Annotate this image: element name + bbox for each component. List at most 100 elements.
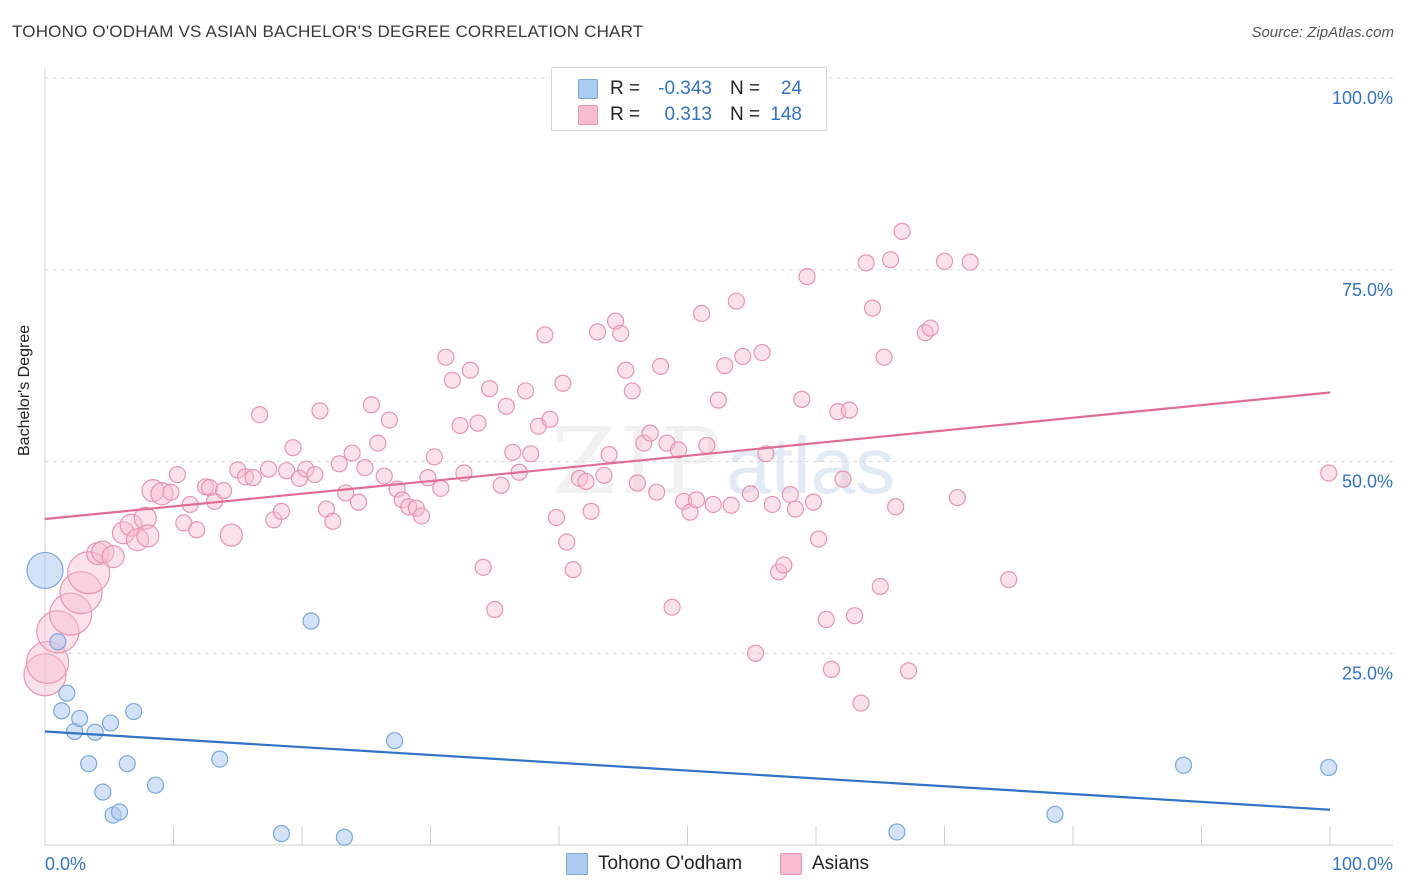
asians-point — [817, 610, 835, 629]
y-axis-label: Bachelor's Degree — [16, 324, 33, 456]
tohono-point — [71, 709, 89, 728]
asians-point — [793, 390, 811, 408]
asians-point — [425, 448, 443, 466]
asians-point — [617, 361, 635, 379]
asians-point — [136, 524, 160, 548]
y-tick-label: 25.0% — [1342, 663, 1393, 683]
tohono-point — [146, 776, 165, 794]
tohono-point — [125, 702, 143, 721]
tohono-point — [58, 684, 76, 702]
x-tick-label: 100.0% — [1332, 854, 1393, 874]
asians-point — [786, 500, 805, 518]
asians-point — [419, 469, 437, 487]
asians-point — [474, 558, 492, 576]
asians-point — [753, 343, 771, 362]
asians-point — [141, 479, 165, 503]
asians-point — [1000, 571, 1018, 589]
asians-point — [101, 545, 125, 569]
asians-point — [871, 577, 889, 596]
asians-point — [840, 401, 859, 419]
tohono-trend-line — [44, 730, 1331, 811]
legend-r-value: 0.313 — [664, 104, 712, 125]
asians-trend-line — [44, 391, 1331, 521]
legend-r-value: -0.343 — [658, 78, 712, 99]
asians-point — [948, 488, 966, 507]
y-tick-label: 100.0% — [1332, 88, 1393, 108]
asians-point — [595, 466, 613, 484]
trend-lines — [44, 391, 1331, 811]
asians-point — [747, 644, 765, 662]
asians-point — [757, 445, 775, 463]
tohono-point — [26, 551, 64, 590]
legend-r-label: R = — [610, 104, 641, 125]
asians-point — [554, 374, 572, 392]
asians-point — [306, 465, 324, 484]
tohono-point — [888, 823, 906, 841]
legend-r-label: R = — [610, 78, 641, 99]
asians-point — [486, 600, 504, 619]
tohono-point — [49, 633, 67, 651]
asians-point — [822, 660, 841, 678]
asians-point — [875, 348, 893, 366]
bottom-legend-label: Tohono O'odham — [598, 853, 743, 874]
asians-point — [693, 304, 711, 323]
asians-point — [36, 610, 80, 654]
asians-point — [921, 319, 939, 337]
asians-point — [481, 380, 499, 398]
chart-title: TOHONO O'ODHAM VS ASIAN BACHELOR'S DEGRE… — [12, 22, 644, 41]
asians-point — [369, 434, 387, 452]
asians-point — [558, 533, 576, 551]
asians-point — [852, 694, 870, 712]
asians-point — [343, 444, 361, 462]
asians-point — [675, 492, 693, 510]
asians-point — [393, 491, 411, 509]
tohono-point — [1174, 756, 1193, 774]
asians-point — [623, 382, 641, 400]
asians-point — [857, 254, 875, 272]
asians-point — [25, 640, 70, 685]
asians-point — [244, 469, 262, 487]
legend-n-value: 148 — [770, 104, 802, 125]
asians-point — [628, 474, 646, 492]
asians-point — [798, 268, 816, 286]
asians-point — [219, 523, 243, 547]
asians-point — [412, 507, 431, 525]
legend-row-asians: R = 0.313 N = 148 — [552, 102, 826, 128]
asians-point — [698, 436, 716, 454]
tohono-point — [53, 702, 71, 720]
asians-point — [284, 439, 302, 457]
asians-point — [133, 506, 157, 530]
tohono-point — [272, 824, 291, 843]
x-tick-label: 0.0% — [45, 854, 86, 874]
tick-labels: 100.0% 75.0% 50.0% 25.0% 0.0% 100.0% — [45, 88, 1393, 874]
asians-point — [272, 502, 291, 520]
bottom-legend-swatch-tohono — [566, 853, 588, 875]
asians-point — [600, 445, 618, 464]
asians-point — [809, 530, 828, 548]
asians-point — [297, 460, 315, 478]
y-tick-label: 75.0% — [1342, 280, 1393, 300]
asians-point — [188, 521, 206, 539]
asians-point — [259, 460, 278, 478]
asians-point — [899, 662, 918, 680]
asians-point — [588, 323, 607, 341]
tohono-point — [302, 612, 320, 630]
asians-point — [536, 326, 554, 344]
asians-point — [215, 482, 233, 500]
tohono-point — [118, 755, 136, 773]
asians-point — [362, 396, 380, 414]
asians-point — [564, 561, 582, 579]
bottom-legend-swatch-asians — [780, 853, 802, 875]
asians-point — [330, 455, 348, 473]
legend-n-label: N = — [730, 104, 761, 125]
asians-point — [469, 414, 487, 432]
asians-point — [687, 491, 706, 509]
asians-point — [669, 441, 688, 459]
asians-point — [704, 495, 722, 514]
asians-point — [23, 653, 67, 697]
asians-point — [541, 410, 559, 428]
legend-n-label: N = — [730, 78, 761, 99]
asians-point — [663, 598, 681, 616]
legend-row-tohono: R = -0.343 N = 24 — [552, 76, 826, 102]
